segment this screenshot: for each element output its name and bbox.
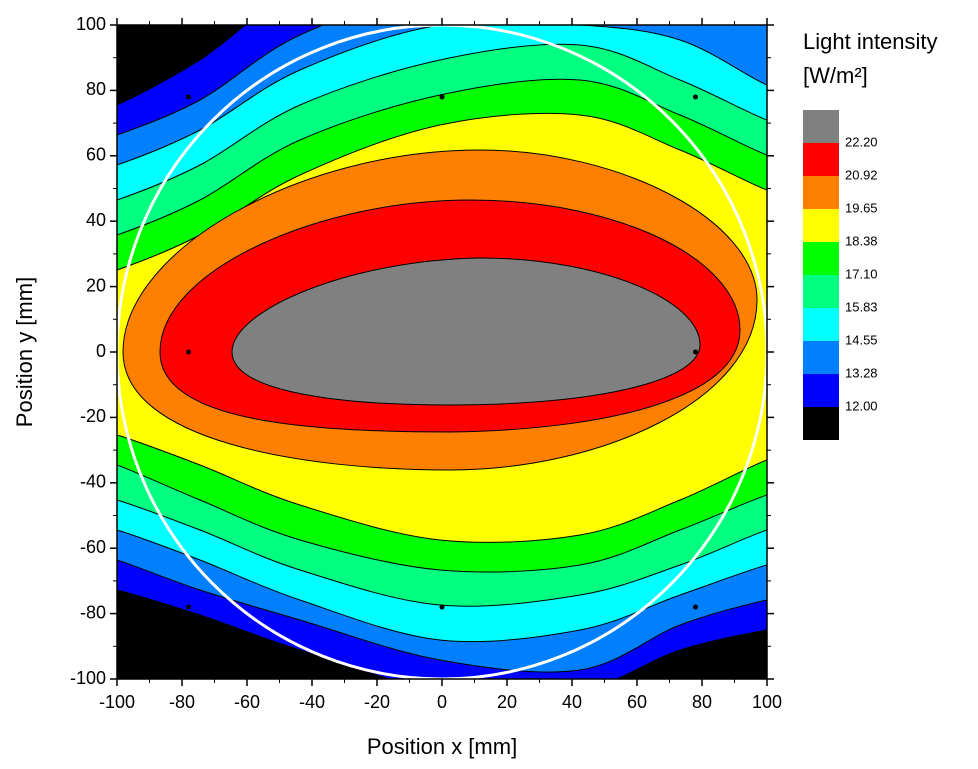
x-tick-label: 0 (437, 692, 447, 712)
colorbar-label: 18.38 (845, 233, 878, 248)
colorbar-label: 15.83 (845, 299, 878, 314)
x-tick-label: 60 (627, 692, 647, 712)
x-tick-label: 80 (692, 692, 712, 712)
colorbar-swatch (803, 374, 839, 407)
colorbar-swatch (803, 407, 839, 440)
plot-area (117, 25, 767, 679)
colorbar-swatch (803, 242, 839, 275)
colorbar-swatch (803, 341, 839, 374)
y-tick-label: 60 (86, 145, 106, 165)
y-tick-label: -80 (80, 602, 106, 622)
x-tick-label: 40 (562, 692, 582, 712)
x-tick-label: 100 (752, 692, 782, 712)
colorbar-title: [W/m²] (803, 63, 868, 88)
colorbar-swatch (803, 176, 839, 209)
colorbar-label: 13.28 (845, 365, 878, 380)
x-tick-label: -100 (99, 692, 135, 712)
y-axis-title: Position y [mm] (12, 277, 37, 427)
y-tick-label: 40 (86, 210, 106, 230)
x-tick-label: -80 (169, 692, 195, 712)
x-tick-label: 20 (497, 692, 517, 712)
sample-point (693, 349, 698, 355)
y-tick-label: -100 (70, 668, 106, 688)
colorbar-label: 14.55 (845, 332, 878, 347)
y-tick-label: 80 (86, 79, 106, 99)
y-tick-label: 20 (86, 275, 106, 295)
x-tick-label: -40 (299, 692, 325, 712)
colorbar-swatch (803, 143, 839, 176)
sample-point (186, 94, 191, 100)
sample-point (439, 94, 445, 100)
y-tick-label: 0 (96, 341, 106, 361)
x-axis-title: Position x [mm] (367, 734, 517, 759)
contour-band (231, 257, 701, 406)
colorbar-title: Light intensity (803, 29, 938, 54)
sample-point (693, 604, 698, 610)
colorbar-swatch (803, 308, 839, 341)
colorbar-label: 22.20 (845, 134, 878, 149)
colorbar-label: 20.92 (845, 167, 878, 182)
colorbar-swatch (803, 209, 839, 242)
y-tick-label: -60 (80, 537, 106, 557)
sample-point (186, 604, 191, 610)
colorbar-label: 12.00 (845, 398, 878, 413)
sample-point (439, 604, 445, 610)
y-tick-label: -40 (80, 472, 106, 492)
colorbar-swatch (803, 110, 839, 143)
x-tick-label: -60 (234, 692, 260, 712)
sample-point (693, 94, 698, 100)
colorbar-swatch (803, 275, 839, 308)
y-tick-label: 100 (76, 14, 106, 34)
colorbar-label: 17.10 (845, 266, 878, 281)
y-tick-label: -20 (80, 406, 106, 426)
x-tick-label: -20 (364, 692, 390, 712)
colorbar-label: 19.65 (845, 200, 878, 215)
sample-point (186, 349, 191, 355)
